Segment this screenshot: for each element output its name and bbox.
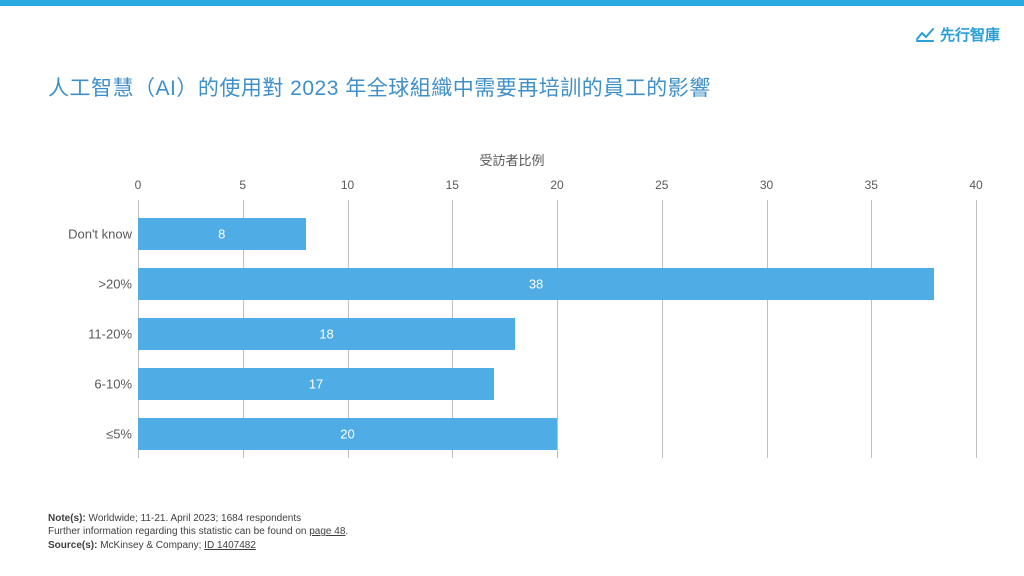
gridline [557,200,558,458]
bar-value-label: 20 [340,427,354,442]
category-label: >20% [48,277,132,292]
x-tick-label: 25 [655,178,668,192]
bar: 38 [138,268,934,300]
category-label: ≤5% [48,427,132,442]
bar-value-label: 17 [309,377,323,392]
x-tick-label: 10 [341,178,354,192]
brand-icon [916,28,934,42]
x-tick-label: 30 [760,178,773,192]
category-label: Don't know [48,227,132,242]
sources-text: McKinsey & Company; [97,540,204,551]
bar: 17 [138,368,494,400]
footer-notes: Note(s): Worldwide; 11-21. April 2023; 1… [48,512,348,553]
gridline [871,200,872,458]
gridline [767,200,768,458]
further-info-post: . [345,526,348,537]
bar-value-label: 8 [218,227,225,242]
chart-title: 人工智慧（AI）的使用對 2023 年全球組織中需要再培訓的員工的影響 [48,72,711,102]
brand-logo: 先行智庫 [916,24,1000,45]
bar-value-label: 18 [319,327,333,342]
notes-label: Note(s): [48,513,86,524]
x-tick-label: 15 [446,178,459,192]
gridline [662,200,663,458]
notes-text: Worldwide; 11-21. April 2023; 1684 respo… [86,513,301,524]
bar-value-label: 38 [529,277,543,292]
x-tick-label: 5 [239,178,246,192]
bar: 18 [138,318,515,350]
sources-link[interactable]: ID 1407482 [204,540,256,551]
top-accent-bar [0,0,1024,6]
brand-text: 先行智庫 [940,24,1000,45]
bar: 8 [138,218,306,250]
x-tick-label: 20 [550,178,563,192]
x-tick-label: 40 [969,178,982,192]
chart-area: 受訪者比例 0510152025303540 Don't know8>20%38… [48,150,976,480]
further-info-link[interactable]: page 48 [309,526,345,537]
sources-label: Source(s): [48,540,97,551]
x-tick-label: 0 [135,178,142,192]
bar: 20 [138,418,557,450]
category-label: 11-20% [48,327,132,342]
further-info-pre: Further information regarding this stati… [48,526,309,537]
x-axis-title: 受訪者比例 [48,150,976,169]
category-label: 6-10% [48,377,132,392]
gridline [976,200,977,458]
x-tick-label: 35 [865,178,878,192]
